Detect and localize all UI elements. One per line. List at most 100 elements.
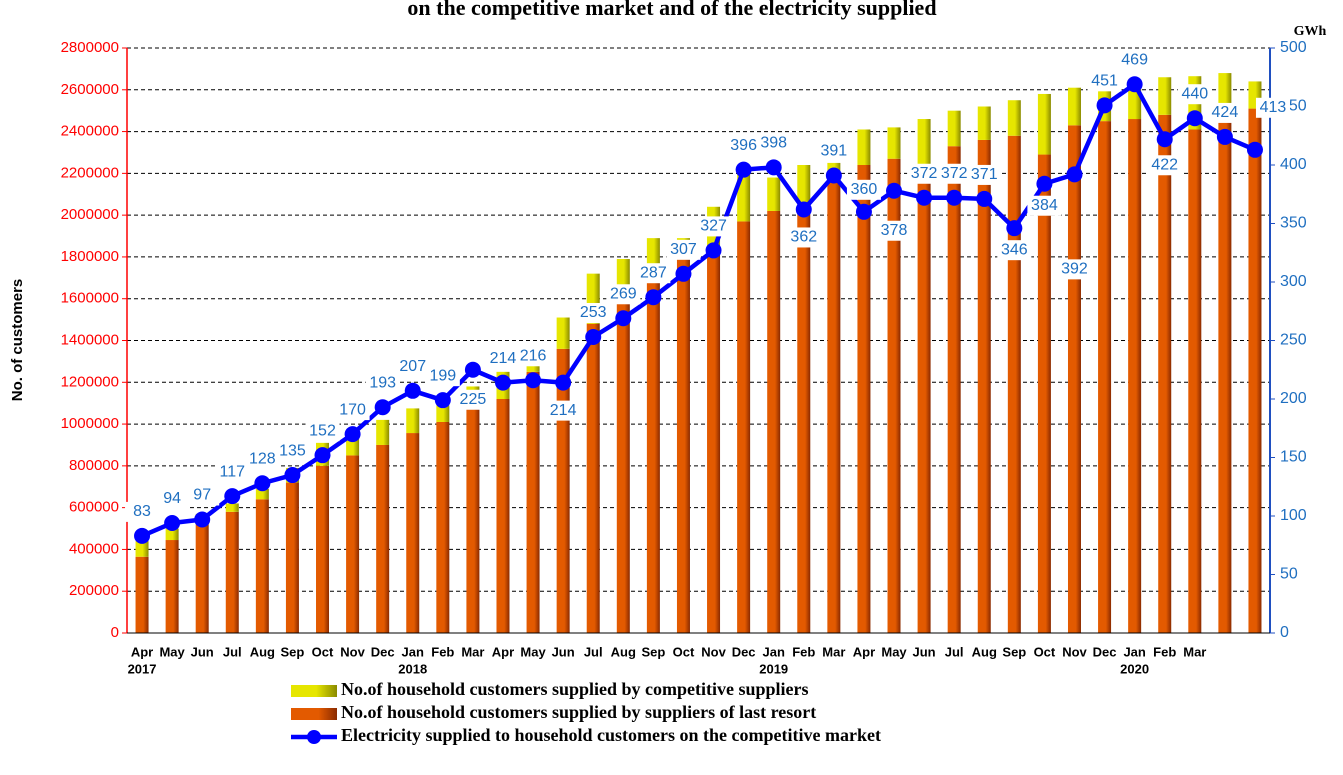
line-marker	[1186, 110, 1203, 127]
bar-segment	[1067, 87, 1081, 126]
value-label: 372	[941, 165, 968, 182]
bar-segment	[917, 119, 931, 174]
value-label: 327	[700, 218, 727, 235]
line-marker	[344, 426, 361, 443]
bar-segment	[376, 419, 390, 445]
x-tick-label: Feb	[431, 644, 454, 659]
value-label-box	[636, 263, 671, 284]
chart-title: on the competitive market and of the ele…	[407, 0, 936, 20]
line-marker	[224, 488, 241, 505]
y-tick-label: 1800000	[61, 248, 119, 265]
line-marker	[735, 161, 752, 178]
x-tick-label: Jun	[191, 644, 214, 659]
x-tick-label: May	[159, 644, 185, 659]
x-tick-label: Jul	[223, 644, 242, 659]
y2-tick-label: 350	[1280, 215, 1307, 232]
legend-label: Electricity supplied to household custom…	[341, 725, 881, 745]
y2-tick-label: 150	[1280, 449, 1307, 466]
value-label: 362	[790, 229, 817, 246]
bar-segment	[857, 165, 871, 633]
value-label-box	[666, 239, 701, 260]
bar-segment	[406, 433, 420, 633]
bar-segment	[316, 465, 330, 633]
value-label: 392	[1061, 261, 1088, 278]
value-label: 287	[640, 264, 667, 281]
value-label-box	[335, 400, 370, 421]
line-marker	[374, 399, 391, 416]
line-marker	[855, 203, 872, 220]
value-label: 413	[1260, 99, 1287, 116]
x-group-label: 2017	[128, 661, 157, 676]
bar-segment	[707, 250, 721, 634]
value-label-box	[185, 485, 220, 506]
bar-segment	[165, 540, 179, 633]
line-marker	[254, 475, 271, 492]
bar-segment	[646, 271, 660, 633]
value-label: 307	[670, 241, 697, 258]
line-marker	[1096, 97, 1113, 114]
y-tick-label: 1200000	[61, 373, 119, 390]
line-marker	[946, 189, 963, 206]
value-label: 214	[490, 350, 517, 367]
line-marker	[825, 167, 842, 184]
bar-segment	[1128, 119, 1142, 634]
bar-segment	[1158, 114, 1172, 634]
value-label-box	[155, 489, 190, 510]
y-tick-label: 2400000	[61, 123, 119, 140]
x-tick-label: Jun	[913, 644, 936, 659]
bar-segment	[977, 139, 991, 633]
bar-segment	[496, 399, 510, 633]
bar-segment	[135, 541, 149, 557]
y-tick-label: 1600000	[61, 290, 119, 307]
value-label-box	[275, 441, 310, 462]
y-tick-label: 2600000	[61, 81, 119, 98]
bar-segment	[195, 524, 209, 633]
x-tick-label: Sep	[281, 644, 305, 659]
y-tick-label: 600000	[69, 499, 119, 516]
value-label-box	[485, 348, 520, 369]
line-marker	[976, 190, 993, 207]
value-label: 152	[309, 422, 336, 439]
x-tick-label: Dec	[732, 644, 756, 659]
line-marker	[134, 527, 151, 544]
x-tick-label: Feb	[792, 644, 815, 659]
value-label: 346	[1001, 241, 1028, 258]
line-marker	[615, 310, 632, 327]
x-tick-label: Nov	[340, 644, 365, 659]
value-label: 94	[163, 490, 181, 507]
line-marker	[886, 182, 903, 199]
bar-segment	[255, 488, 269, 500]
value-label-box	[395, 356, 430, 377]
line-marker	[1246, 141, 1263, 158]
legend-swatch	[291, 708, 337, 720]
bar-segment	[737, 221, 751, 634]
line-marker	[434, 392, 451, 409]
bar-segment	[646, 238, 660, 272]
bar-segment	[466, 405, 480, 633]
x-tick-label: Mar	[822, 644, 845, 659]
value-label: 372	[911, 165, 938, 182]
y2-tick-label: 100	[1280, 507, 1307, 524]
line-marker	[525, 372, 542, 389]
bar-segment	[436, 421, 450, 633]
bar-segment	[1248, 108, 1262, 633]
x-tick-label: Oct	[312, 644, 334, 659]
x-tick-label: Dec	[1093, 644, 1117, 659]
bar-segment	[1007, 100, 1021, 136]
bar-segment	[1188, 129, 1202, 633]
bar-segment	[797, 202, 811, 633]
value-label-box	[786, 227, 821, 248]
x-tick-label: Apr	[131, 644, 153, 659]
value-label-box	[1027, 195, 1062, 216]
bar-segment	[436, 405, 450, 422]
bar-segment	[1218, 110, 1232, 633]
line-marker	[1036, 175, 1053, 192]
value-label: 371	[971, 166, 998, 183]
line-marker	[916, 189, 933, 206]
y2-tick-label: 0	[1280, 624, 1289, 641]
value-label: 135	[279, 442, 306, 459]
value-label: 384	[1031, 197, 1058, 214]
y-tick-label: 2000000	[61, 206, 119, 223]
value-label: 128	[249, 450, 276, 467]
value-label: 199	[429, 367, 456, 384]
